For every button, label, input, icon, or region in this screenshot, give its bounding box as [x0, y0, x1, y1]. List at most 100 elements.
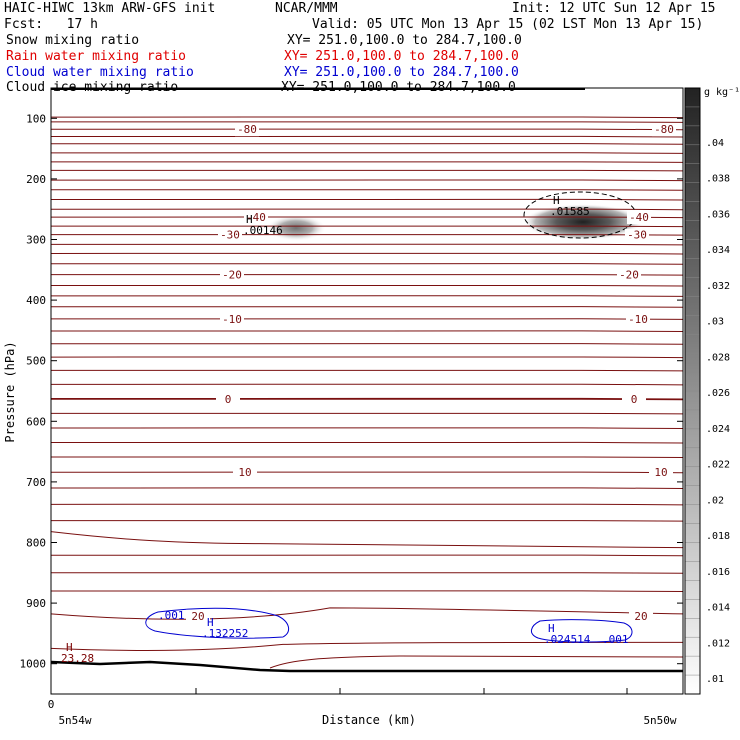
isotherm-line-2	[50, 128, 684, 131]
field-xy-rain: XY= 251.0,100.0 to 284.7,100.0	[284, 49, 519, 64]
isotherm-label-left-5: 0	[225, 393, 232, 406]
isotherm-label-left-4: -10	[222, 313, 242, 326]
colorbar-tick-label-2: .014	[706, 603, 730, 614]
isotherm-label-right-7: 20	[634, 610, 647, 623]
isotherm-line-34	[50, 487, 684, 489]
isotherm-line-30	[50, 427, 684, 429]
colorbar-tick-label-8: .026	[706, 388, 730, 399]
isotherm-line-15	[50, 243, 684, 246]
isotherm-line-39	[50, 572, 684, 574]
isotherm-line-10	[50, 198, 684, 201]
isotherm-line-37	[50, 531, 684, 549]
colorbar-tick-label-6: .022	[706, 460, 730, 471]
isotherm-line-0	[50, 116, 684, 119]
isotherm-label-right-4: -10	[628, 313, 648, 326]
colorbar-frame	[684, 87, 701, 695]
max-h-snow-west: H	[246, 213, 253, 226]
colorbar-tick-label-3: .016	[706, 567, 730, 578]
isotherm-line-32	[50, 456, 684, 459]
isotherm-line-16	[50, 252, 684, 255]
surface-isotherm	[269, 655, 684, 669]
colorbar-tick-label-7: .024	[706, 424, 730, 435]
isotherm-line-8	[50, 179, 684, 182]
colorbar-tick-label-9: .028	[706, 352, 730, 363]
isotherm-label-bg-left-6	[233, 466, 257, 480]
field-label-cloud-water: Cloud water mixing ratio	[6, 65, 194, 80]
isotherm-line-3	[50, 135, 684, 138]
field-label-rain: Rain water mixing ratio	[6, 49, 187, 64]
y-tick-label-6: 700	[26, 476, 46, 489]
colorbar-tick-label-1: .012	[706, 638, 730, 649]
isotherm-label-bg-right-5	[622, 392, 646, 406]
isotherm-line-9	[50, 189, 684, 191]
cloud-water-label-west: .001	[158, 609, 185, 622]
colorbar-unit: g kg⁻¹	[704, 87, 740, 98]
isotherm-line-23	[50, 330, 684, 333]
snow-shading-east	[523, 204, 643, 240]
isotherm-label-right-0: -80	[654, 123, 674, 136]
colorbar-tick-label-11: .032	[706, 281, 730, 292]
isotherm-label-bg-left-0	[235, 123, 259, 137]
isotherm-line-27	[50, 383, 684, 386]
isotherm-line-4	[50, 143, 684, 145]
isotherm-line-6	[50, 161, 684, 163]
isotherm-line-7	[50, 169, 684, 172]
colorbar-tick-label-10: .03	[706, 317, 724, 328]
isotherm-line-40	[50, 590, 684, 592]
isotherm-label-bg-right-2	[625, 228, 649, 242]
isotherm-line-33	[50, 471, 684, 474]
isotherm-label-left-0: -80	[237, 123, 257, 136]
x-tick-label-east: 5n50w	[643, 714, 676, 727]
isotherm-label-bg-left-4	[220, 312, 244, 326]
isotherm-label-right-6: 10	[654, 466, 667, 479]
isotherm-line-36	[50, 519, 684, 522]
colorbar-labels: .01 .012 .014 .016 .018 .02 .022 .024 .026 .028 .0…	[706, 138, 730, 685]
colorbar-tick-label-0: .01	[706, 674, 724, 685]
y-axis-title: Pressure (hPa)	[3, 341, 17, 442]
max-h-snow-east: H	[553, 194, 560, 207]
isotherm-line-13	[50, 225, 684, 228]
isotherm-label-bg-right-0	[652, 123, 676, 137]
isotherm-line-41	[50, 607, 684, 620]
isotherm-label-left-2: -30	[220, 229, 240, 242]
max-h-cloud-east: H	[548, 622, 555, 635]
cloud-water-label-east: .001	[602, 633, 629, 646]
y-tick-label-9: 1000	[20, 658, 47, 671]
isotherm-labels: -80 -80 -40 -40 -30 -30 -20 -20 -10 -10 0 0 10 10 20 20	[186, 123, 676, 623]
valid-time: Valid: 05 UTC Mon 13 Apr 15 (02 LST Mon …	[312, 17, 704, 32]
isotherm-line-31	[50, 441, 684, 444]
init-time: Init: 12 UTC Sun 12 Apr 15	[512, 1, 716, 16]
isotherm-lines	[50, 116, 684, 652]
isotherm-label-bg-right-4	[626, 312, 650, 326]
max-value-snow-east: .01585	[550, 205, 590, 218]
isotherm-label-left-7: 20	[191, 610, 204, 623]
isotherm-line-28	[50, 397, 684, 401]
colorbar-tick-label-14: .038	[706, 174, 730, 185]
colorbar-tick-label-12: .034	[706, 245, 730, 256]
isotherm-line-38	[50, 554, 684, 557]
y-tick-label-0: 100	[26, 112, 46, 125]
y-tick-label-8: 900	[26, 597, 46, 610]
model-title: HAIC-HIWC 13km ARW-GFS init	[4, 1, 216, 16]
max-value-cloud-west: .132252	[202, 627, 248, 640]
y-tick-label-5: 600	[26, 415, 46, 428]
field-label-snow: Snow mixing ratio	[6, 33, 140, 48]
isotherm-label-right-3: -20	[619, 269, 639, 282]
y-tick-label-7: 800	[26, 537, 46, 550]
x-tick-label-west: 5n54w	[58, 714, 91, 727]
isotherm-line-24	[50, 343, 684, 345]
isotherm-line-17	[50, 263, 684, 265]
colorbar-tick-label-13: .036	[706, 209, 730, 220]
isotherm-line-14	[50, 233, 684, 236]
isotherm-label-left-1: -40	[246, 211, 266, 224]
isotherm-line-1	[50, 121, 684, 123]
y-tick-label-4: 500	[26, 355, 46, 368]
isotherm-label-left-3: -20	[222, 269, 242, 282]
cloud-water-contour-west	[145, 607, 290, 639]
isotherm-label-bg-left-1	[244, 211, 268, 225]
isotherm-line-29	[50, 412, 684, 415]
isotherm-line-5	[50, 152, 684, 154]
isotherm-label-right-2: -30	[627, 229, 647, 242]
